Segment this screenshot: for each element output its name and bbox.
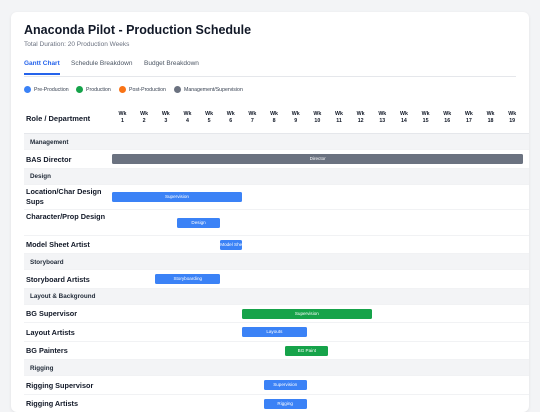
post-production-dot-icon — [119, 86, 126, 93]
gantt-bar[interactable]: Model Sheets — [220, 240, 242, 250]
role-row: BG Painters BG Paint — [24, 342, 529, 361]
page-subtitle: Total Duration: 20 Production Weeks — [24, 41, 129, 48]
role-row: Layout Artists Layouts — [24, 323, 529, 342]
section-row: Storyboard — [24, 254, 529, 270]
gantt-bar[interactable]: Design — [177, 218, 220, 228]
role-column-header: Role / Department — [26, 114, 90, 123]
role-row: Character/Prop Design Design — [24, 210, 529, 236]
section-row: Layout & Background — [24, 289, 529, 305]
production-dot-icon — [76, 86, 83, 93]
role-label: Location/Char Design Sups — [26, 187, 106, 207]
gantt-bar[interactable]: Rigging — [264, 399, 307, 409]
pre-production-dot-icon — [24, 86, 31, 93]
page-title: Anaconda Pilot - Production Schedule — [24, 23, 251, 37]
gantt-bar[interactable]: Supervision — [112, 192, 242, 202]
role-label: BG Painters — [26, 346, 106, 356]
section-row: Management — [24, 134, 529, 150]
tab-schedule-breakdown[interactable]: Schedule Breakdown — [71, 60, 132, 67]
gantt-bar[interactable]: Storyboarding — [155, 274, 220, 284]
role-row: Model Sheet Artist Model Sheets — [24, 236, 529, 255]
role-label: Storyboard Artists — [26, 275, 106, 285]
role-label: Layout Artists — [26, 328, 106, 338]
management-dot-icon — [174, 86, 181, 93]
section-title: Design — [30, 173, 51, 180]
role-row: Rigging Artists Rigging — [24, 395, 529, 412]
section-title: Layout & Background — [30, 293, 95, 300]
gantt-bar[interactable]: Layouts — [242, 327, 307, 337]
tab-budget-breakdown[interactable]: Budget Breakdown — [144, 60, 199, 67]
legend-label: Management/Supervision — [184, 87, 243, 93]
gantt-bar[interactable]: Supervision — [242, 309, 372, 319]
role-label: Character/Prop Design — [26, 212, 106, 222]
tab-gantt-chart[interactable]: Gantt Chart — [24, 60, 60, 75]
legend-label: Post-Production — [129, 87, 166, 93]
section-title: Storyboard — [30, 259, 64, 266]
role-row: Location/Char Design Sups Supervision — [24, 185, 529, 211]
section-title: Rigging — [30, 365, 53, 372]
role-row: BAS Director Director — [24, 150, 529, 169]
gantt-bar[interactable]: BG Paint — [285, 346, 328, 356]
legend-label: Pre-Production — [34, 87, 69, 93]
role-label: Rigging Artists — [26, 399, 106, 409]
role-label: Model Sheet Artist — [26, 240, 106, 250]
role-row: Rigging Supervisor Supervision — [24, 376, 529, 395]
role-label: Rigging Supervisor — [26, 381, 106, 391]
section-title: Management — [30, 139, 69, 146]
role-row: Storyboard Artists Storyboarding — [24, 270, 529, 289]
role-label: BAS Director — [26, 155, 106, 165]
role-label: BG Supervisor — [26, 309, 106, 319]
tab-bar: Gantt Chart Schedule Breakdown Budget Br… — [24, 57, 516, 77]
schedule-card: Anaconda Pilot - Production Schedule Tot… — [11, 12, 529, 412]
section-row: Rigging — [24, 360, 529, 376]
gantt-bar[interactable]: Supervision — [264, 380, 307, 390]
gantt-bar[interactable]: Director — [112, 154, 523, 164]
role-row: BG Supervisor Supervision — [24, 305, 529, 324]
section-row: Design — [24, 169, 529, 185]
legend-label: Production — [86, 87, 111, 93]
